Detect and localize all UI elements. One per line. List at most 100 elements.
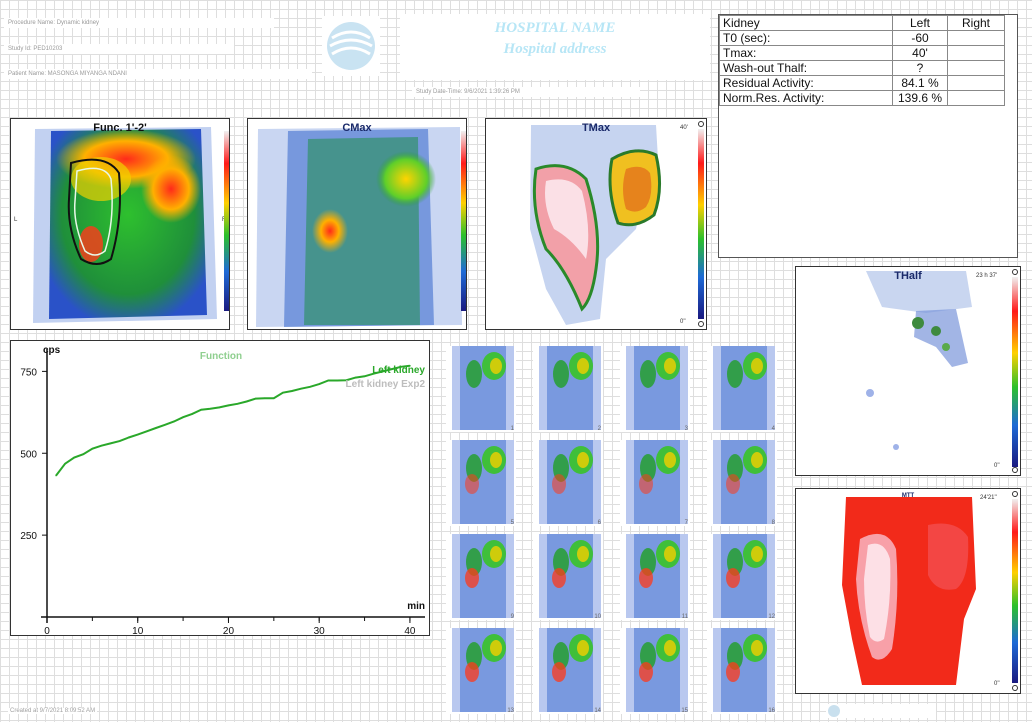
thalf-image-panel[interactable]: THalf 23 h 37' 0'': [795, 266, 1021, 476]
tmax-scale-top: 40': [680, 125, 688, 131]
dynamic-frame-number: 3: [684, 426, 688, 432]
data-point: [363, 375, 366, 378]
row-right-value: [947, 60, 1005, 76]
data-point: [381, 370, 384, 373]
renogram-chart[interactable]: 250 500 750 0 10 20 30 40 cps min Function Left kid…: [10, 340, 430, 637]
dynamic-frame-number: 13: [507, 708, 514, 714]
created-timestamp: Created at 9/7/2021 8:09:52 AM: [8, 708, 98, 714]
mtt-title: MTT: [901, 493, 915, 499]
results-row: Wash-out Thalf: ?: [719, 60, 1005, 76]
row-label: Tmax:: [719, 45, 893, 61]
dynamic-frame[interactable]: 8: [707, 440, 777, 526]
func-colorbar: [224, 131, 229, 311]
func-image-panel[interactable]: Func. 1'-2' L R: [10, 118, 230, 330]
dynamic-frame[interactable]: 1: [446, 346, 516, 432]
dynamic-frame-image: [539, 628, 601, 712]
thalf-image: [796, 267, 1020, 475]
results-header-row: Kidney Left Right: [719, 15, 1005, 31]
dynamic-frame[interactable]: 5: [446, 440, 516, 526]
data-point: [345, 379, 348, 382]
row-label: T0 (sec):: [719, 30, 893, 46]
tmax-title: TMax: [581, 122, 611, 134]
cmax-image-panel[interactable]: CMax: [247, 118, 467, 330]
data-point: [173, 420, 175, 423]
results-row: T0 (sec): -60: [719, 30, 1005, 46]
cmax-colorbar: [461, 131, 466, 311]
data-point: [409, 365, 411, 367]
thalf-title: THalf: [894, 270, 922, 282]
data-point: [73, 456, 76, 459]
mtt-colorbar: [1012, 499, 1018, 683]
mtt-image-panel[interactable]: MTT 24'21'' 0'': [795, 488, 1021, 694]
data-point: [218, 406, 221, 409]
dynamic-frame-image: [626, 440, 688, 524]
results-row: Residual Activity: 84.1 %: [719, 75, 1005, 91]
data-point: [309, 385, 311, 388]
y-tick-label: 250: [20, 531, 37, 542]
col-right: Right: [947, 15, 1005, 31]
results-table: Kidney Left Right T0 (sec): -60 Tmax: 40…: [718, 14, 1018, 258]
dynamic-frame[interactable]: 3: [620, 346, 690, 432]
data-point: [372, 372, 375, 375]
data-point: [318, 383, 320, 385]
col-kidney: Kidney: [719, 15, 893, 31]
x-axis-label: min: [407, 601, 425, 612]
dynamic-frame[interactable]: 10: [533, 534, 603, 620]
left-marker: L: [14, 217, 18, 223]
dynamic-frame-number: 16: [768, 708, 775, 714]
mtt-image: [796, 489, 1020, 693]
thalf-scale-bottom: 0'': [994, 463, 1000, 469]
data-point: [191, 413, 193, 415]
dynamic-frame[interactable]: 14: [533, 628, 603, 714]
dynamic-frame[interactable]: 15: [620, 628, 690, 714]
data-point: [91, 447, 94, 450]
results-row: Norm.Res. Activity: 139.6 %: [719, 90, 1005, 106]
data-point: [127, 436, 130, 439]
footer-logo: [826, 704, 936, 718]
data-point: [136, 433, 139, 436]
data-point: [109, 442, 112, 445]
thalf-colorbar: [1012, 277, 1018, 467]
data-point: [300, 387, 302, 390]
dynamic-frame-number: 12: [768, 614, 775, 620]
thalf-scale-top: 23 h 37': [976, 273, 998, 279]
data-point: [209, 407, 212, 410]
tmax-image-panel[interactable]: TMax 40' 0'': [485, 118, 707, 330]
y-tick-label: 750: [20, 367, 37, 378]
study-date-time: Study Date-Time: 9/6/2021 1:39:26 PM: [412, 87, 640, 97]
row-label: Residual Activity:: [719, 75, 893, 91]
dynamic-frame[interactable]: 13: [446, 628, 516, 714]
dynamic-frame[interactable]: 2: [533, 346, 603, 432]
dynamic-frame-image: [713, 534, 775, 618]
data-point: [245, 400, 248, 403]
data-point: [400, 365, 402, 368]
y-axis-label: cps: [43, 345, 61, 356]
dynamic-frame[interactable]: 12: [707, 534, 777, 620]
y-tick-label: 500: [20, 449, 37, 460]
chart-title: Function: [200, 351, 242, 362]
row-right-value: [947, 30, 1005, 46]
left-kidney-curve: [55, 364, 411, 477]
x-tick-label: 40: [404, 626, 416, 637]
row-left-value: 84.1 %: [892, 75, 948, 91]
thalf-scale-cap-top: [1012, 269, 1018, 275]
func-title: Func. 1'-2': [93, 122, 147, 134]
dynamic-frame[interactable]: 4: [707, 346, 777, 432]
data-point: [182, 416, 184, 419]
dynamic-frame[interactable]: 16: [707, 628, 777, 714]
dynamic-frame-image: [452, 346, 514, 430]
data-point: [273, 397, 275, 400]
row-left-value: ?: [892, 60, 948, 76]
hospital-address: Hospital address: [503, 41, 607, 57]
dynamic-frame[interactable]: 6: [533, 440, 603, 526]
dynamic-frame-image: [713, 628, 775, 712]
dynamic-frame[interactable]: 7: [620, 440, 690, 526]
dynamic-frame-image: [626, 534, 688, 618]
dynamic-frame-image: [626, 628, 688, 712]
dynamic-frame[interactable]: 11: [620, 534, 690, 620]
data-point: [146, 430, 148, 433]
dynamic-frame[interactable]: 9: [446, 534, 516, 620]
patient-name: Patient Name: MASONGA MIYANGA NDANI: [4, 69, 312, 79]
data-point: [200, 408, 203, 411]
tmax-scale-bottom: 0'': [680, 319, 686, 325]
